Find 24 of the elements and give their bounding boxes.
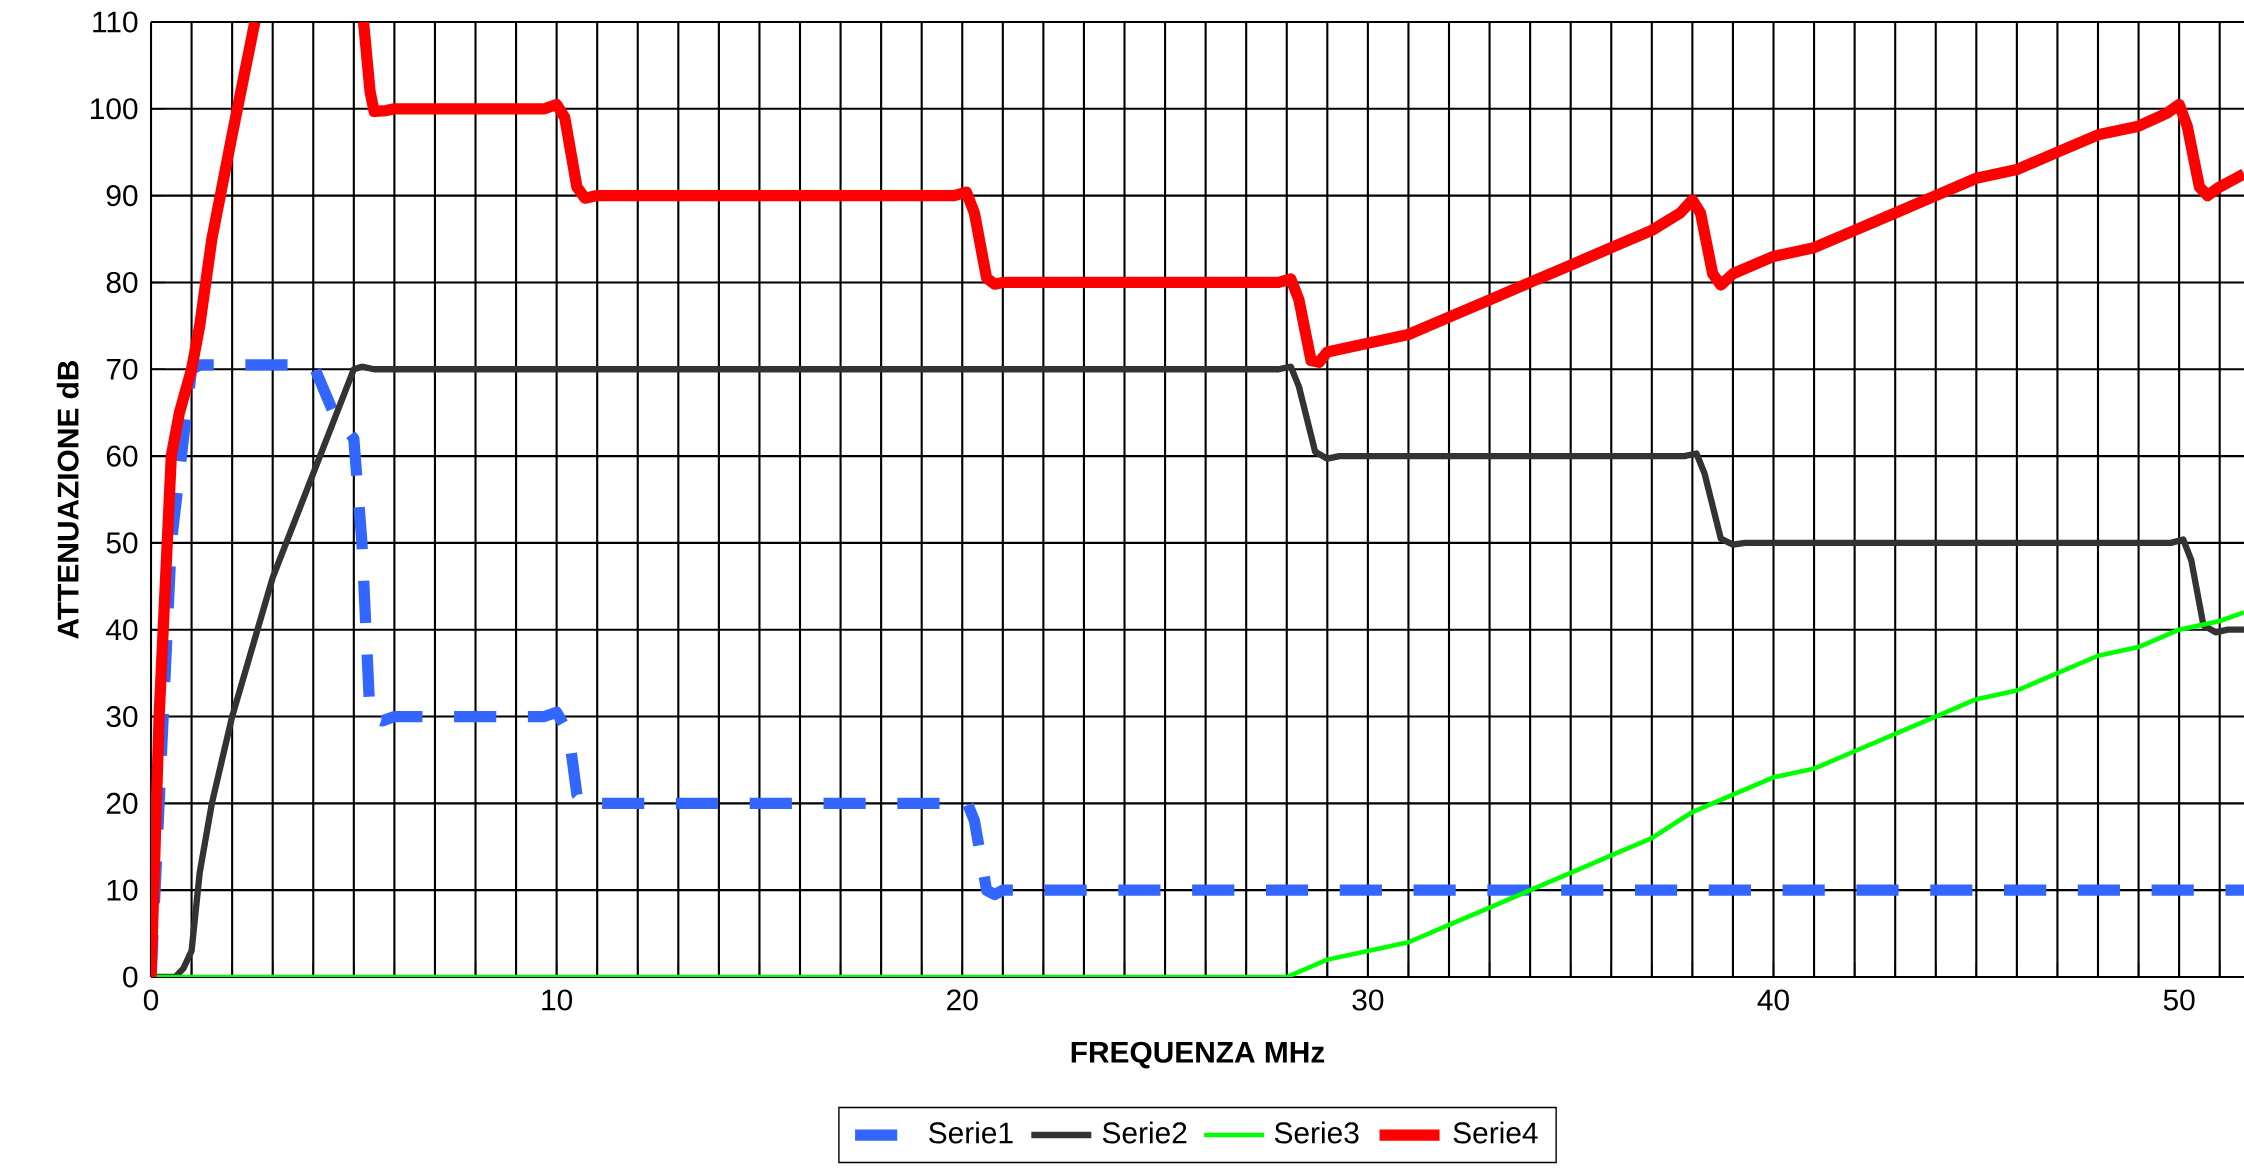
y-axis-title: ATTENUAZIONE dB [56,360,79,639]
y-tick-label: 90 [106,185,138,207]
y-tick-label: 10 [107,879,138,901]
y-tick-label: 50 [106,532,138,554]
x-tick-label: 0 [143,989,159,1011]
y-tick-label: 40 [106,619,138,641]
y-tick-label: 110 [93,11,138,33]
x-tick-label: 30 [1352,989,1384,1011]
legend-label: Serie2 [1102,1121,1187,1144]
x-tick-label: 50 [2163,989,2195,1011]
y-tick-label: 60 [106,445,138,467]
y-tick-label: 100 [91,98,138,120]
y-tick-label: 20 [106,792,138,814]
y-tick-label: 0 [123,966,138,988]
y-tick-label: 70 [106,358,138,380]
x-tick-label: 10 [542,989,573,1011]
y-tick-label: 30 [106,705,138,728]
x-tick-label: 20 [947,989,978,1011]
y-tick-label: 80 [106,271,138,293]
x-axis-title: FREQUENZA MHz [1071,1041,1325,1069]
legend-label: Serie4 [1453,1121,1538,1144]
legend-label: Serie3 [1274,1121,1359,1144]
x-tick-label: 40 [1757,989,1789,1011]
legend-label: Serie1 [929,1121,1013,1144]
